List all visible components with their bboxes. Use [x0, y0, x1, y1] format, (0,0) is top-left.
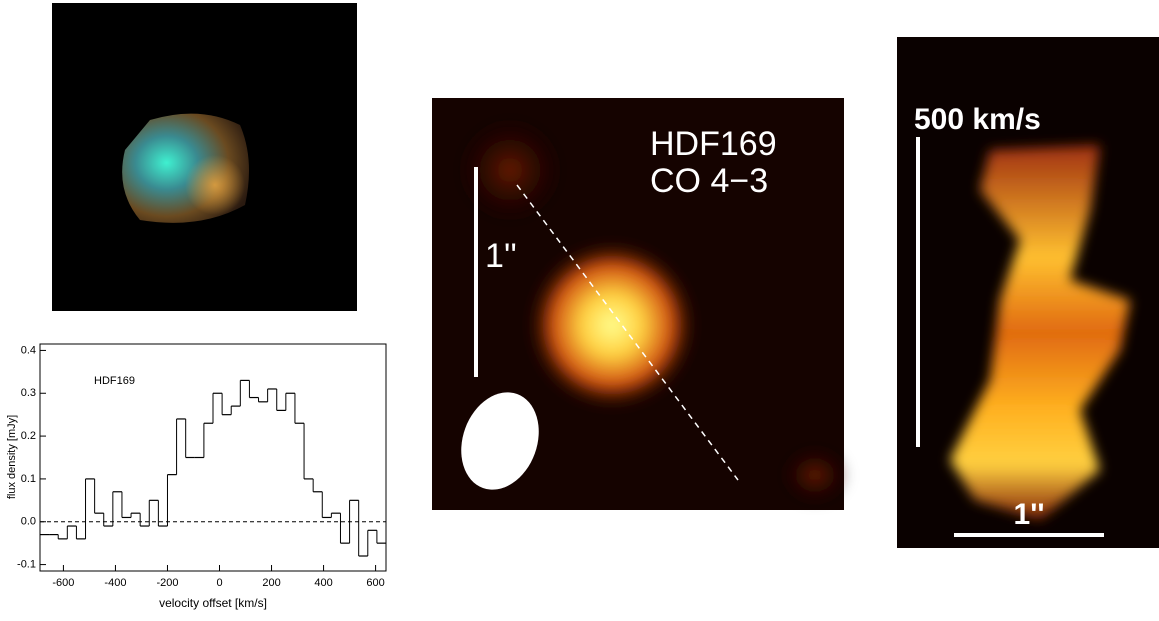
galaxy-rgb-red [185, 155, 245, 215]
x-tick-label: 600 [366, 577, 384, 589]
source-label: HDF169 [650, 125, 777, 163]
scale-label: 1'' [1014, 498, 1045, 531]
x-tick-label: -400 [104, 577, 126, 589]
y-axis-label: flux density [mJy] [6, 415, 18, 499]
pv-emission [950, 145, 1130, 520]
spectrum: HDF169 velocity offset [km/s] flux densi… [6, 343, 387, 610]
y-tick-label: 0.2 [21, 430, 36, 442]
y-tick-label: 0.0 [21, 516, 36, 528]
x-tick-label: -200 [156, 577, 178, 589]
x-axis-label: velocity offset [km/s] [159, 596, 267, 610]
co-blob-dim [780, 445, 850, 505]
x-tick-label: 200 [262, 577, 280, 589]
co-blob [527, 240, 697, 410]
scale-label: 1'' [485, 237, 517, 275]
line-label: CO 4−3 [650, 162, 768, 200]
x-tick-label: -600 [52, 577, 74, 589]
y-tick-label: 0.1 [21, 473, 36, 485]
co-blob-dim [455, 115, 565, 225]
beam [461, 392, 539, 490]
annotation: HDF169 [94, 375, 135, 387]
x-tick-label: 0 [216, 577, 222, 589]
y-tick-label: -0.1 [17, 558, 36, 570]
x-tick-label: 400 [314, 577, 332, 589]
plot-frame [39, 343, 387, 572]
y-tick-label: 0.4 [21, 344, 36, 356]
velocity-label: 500 km/s [914, 103, 1041, 136]
y-tick-label: 0.3 [21, 387, 36, 399]
